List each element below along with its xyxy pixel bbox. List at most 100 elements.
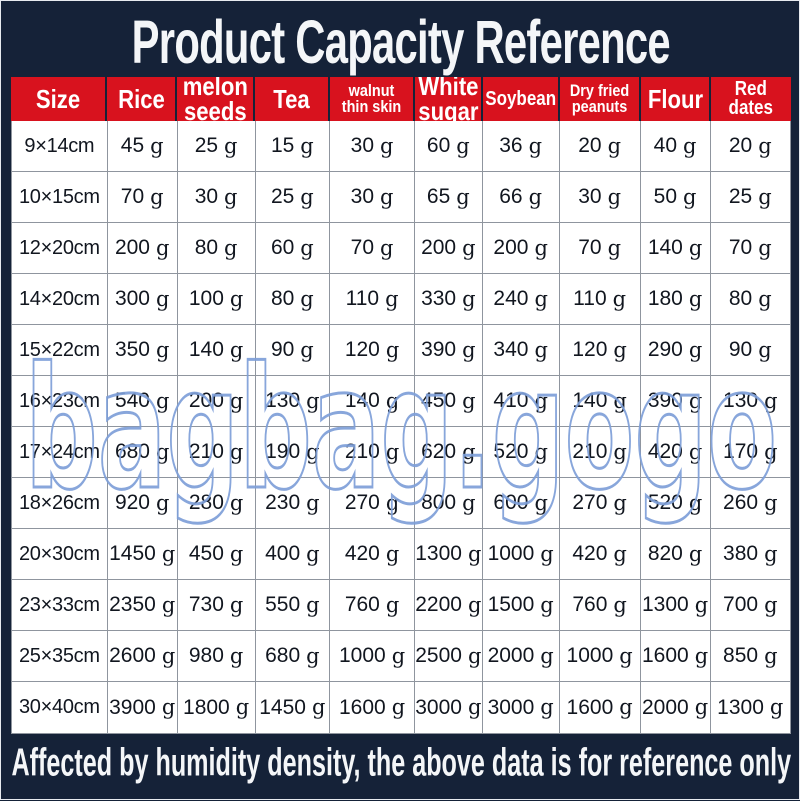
value-cell: 2200 g <box>414 580 483 631</box>
page-title: Product Capacity Reference <box>11 7 791 77</box>
unit-label: g <box>534 235 548 260</box>
value-cell: 130 g <box>255 376 331 427</box>
unit-label: g <box>306 592 320 617</box>
value-cell: 110 g <box>330 274 415 325</box>
value-number: 1800 <box>183 695 230 719</box>
value-number: 920 <box>114 491 150 514</box>
unit-label: g <box>462 286 476 311</box>
value-number: 100 <box>188 287 224 310</box>
value-cell: 1600 g <box>330 682 415 733</box>
table-row: 17×24cm 680 g 210 g 190 g 210 g 620 g 520 g 210 g 420 g 1… <box>12 427 790 478</box>
unit-label: g <box>758 184 772 209</box>
value-cell: 130 g <box>710 376 790 427</box>
value-cell: 110 g <box>559 274 641 325</box>
value-number: 1600 <box>566 695 614 719</box>
header-cell-label: Tea <box>273 83 310 114</box>
unit-label: g <box>613 541 627 566</box>
unit-label: g <box>224 184 238 209</box>
value-cell: 60 g <box>414 121 483 172</box>
value-cell: 70 g <box>107 172 178 223</box>
value-cell: 180 g <box>640 274 711 325</box>
unit-label: g <box>229 388 244 413</box>
value-number: 20 <box>578 134 602 157</box>
value-number: 850 <box>723 644 759 667</box>
unit-label: g <box>764 592 778 617</box>
table-row: 9×14cm 45 g 25 g 15 g 30 g 60 g 36 g 20 g 40 g 20 g <box>12 121 790 172</box>
value-number: 280 <box>188 491 224 514</box>
value-number: 70 <box>120 185 145 208</box>
value-number: 90 <box>270 338 295 361</box>
value-cell: 30 g <box>330 121 415 172</box>
unit-label: g <box>155 286 170 311</box>
table-header-row: Size Rice melon seeds Tea walnut thin skin Wh… <box>11 77 791 121</box>
size-cell: 23×33cm <box>12 580 108 631</box>
value-cell: 270 g <box>559 478 641 529</box>
value-cell: 260 g <box>710 478 790 529</box>
value-number: 25 <box>728 185 753 208</box>
value-number: 80 <box>728 287 753 310</box>
value-cell: 36 g <box>482 121 560 172</box>
unit-label: g <box>534 439 548 464</box>
value-cell: 2350 g <box>107 580 178 631</box>
value-cell: 140 g <box>559 376 641 427</box>
value-cell: 410 g <box>482 376 560 427</box>
value-number: 270 <box>572 491 608 514</box>
value-cell: 420 g <box>330 529 415 580</box>
unit-label: g <box>462 235 476 260</box>
header-cell-label: walnut thin skin <box>341 80 402 116</box>
value-cell: 30 g <box>330 172 415 223</box>
value-number: 520 <box>647 491 683 514</box>
value-cell: 90 g <box>255 325 331 376</box>
unit-label: g <box>161 592 176 617</box>
value-number: 350 <box>114 338 150 361</box>
unit-label: g <box>224 133 238 158</box>
value-cell: 760 g <box>559 580 641 631</box>
unit-label: g <box>380 133 394 158</box>
value-cell: 120 g <box>330 325 415 376</box>
value-number: 120 <box>344 338 380 361</box>
value-number: 1450 <box>109 542 156 565</box>
unit-label: g <box>161 695 176 719</box>
table-row: 15×22cm 350 g 140 g 90 g 120 g 390 g 340 g 120 g 290 g 90… <box>12 325 790 376</box>
value-number: 2500 <box>415 644 462 667</box>
value-cell: 540 g <box>107 376 178 427</box>
value-number: 210 <box>188 440 224 463</box>
value-cell: 170 g <box>710 427 790 478</box>
unit-label: g <box>540 592 554 617</box>
value-number: 1600 <box>339 695 386 719</box>
value-number: 450 <box>421 389 457 412</box>
table-row: 18×26cm 920 g 280 g 230 g 270 g 800 g 600 g 270 g 520 g 2… <box>12 478 790 529</box>
value-number: 110 <box>573 287 607 310</box>
unit-label: g <box>229 592 244 617</box>
value-cell: 50 g <box>640 172 711 223</box>
value-number: 70 <box>350 236 375 259</box>
table-row: 10×15cm 70 g 30 g 25 g 30 g 65 g 66 g 30 g 50 g 25 g <box>12 172 790 223</box>
value-cell: 390 g <box>414 325 483 376</box>
unit-label: g <box>306 643 320 668</box>
value-cell: 280 g <box>177 478 256 529</box>
value-number: 70 <box>578 236 602 259</box>
unit-label: g <box>764 439 778 464</box>
unit-label: g <box>607 184 622 209</box>
unit-label: g <box>385 541 400 566</box>
value-number: 2600 <box>109 644 156 667</box>
value-number: 1000 <box>487 542 535 565</box>
header-cell: Red dates <box>711 77 791 121</box>
value-cell: 60 g <box>255 223 331 274</box>
unit-label: g <box>764 388 778 413</box>
unit-label: g <box>155 235 170 260</box>
value-number: 240 <box>493 287 529 310</box>
unit-label: g <box>300 133 314 158</box>
value-cell: 3900 g <box>108 682 178 733</box>
value-cell: 520 g <box>640 478 711 529</box>
unit-label: g <box>300 235 314 260</box>
size-cell: 18×26cm <box>12 478 108 529</box>
unit-label: g <box>467 592 482 617</box>
value-cell: 45 g <box>107 121 178 172</box>
unit-label: g <box>224 235 238 260</box>
unit-label: g <box>688 439 703 464</box>
unit-label: g <box>467 643 482 668</box>
unit-label: g <box>235 695 250 719</box>
value-number: 1600 <box>642 644 689 667</box>
value-cell: 25 g <box>177 121 256 172</box>
